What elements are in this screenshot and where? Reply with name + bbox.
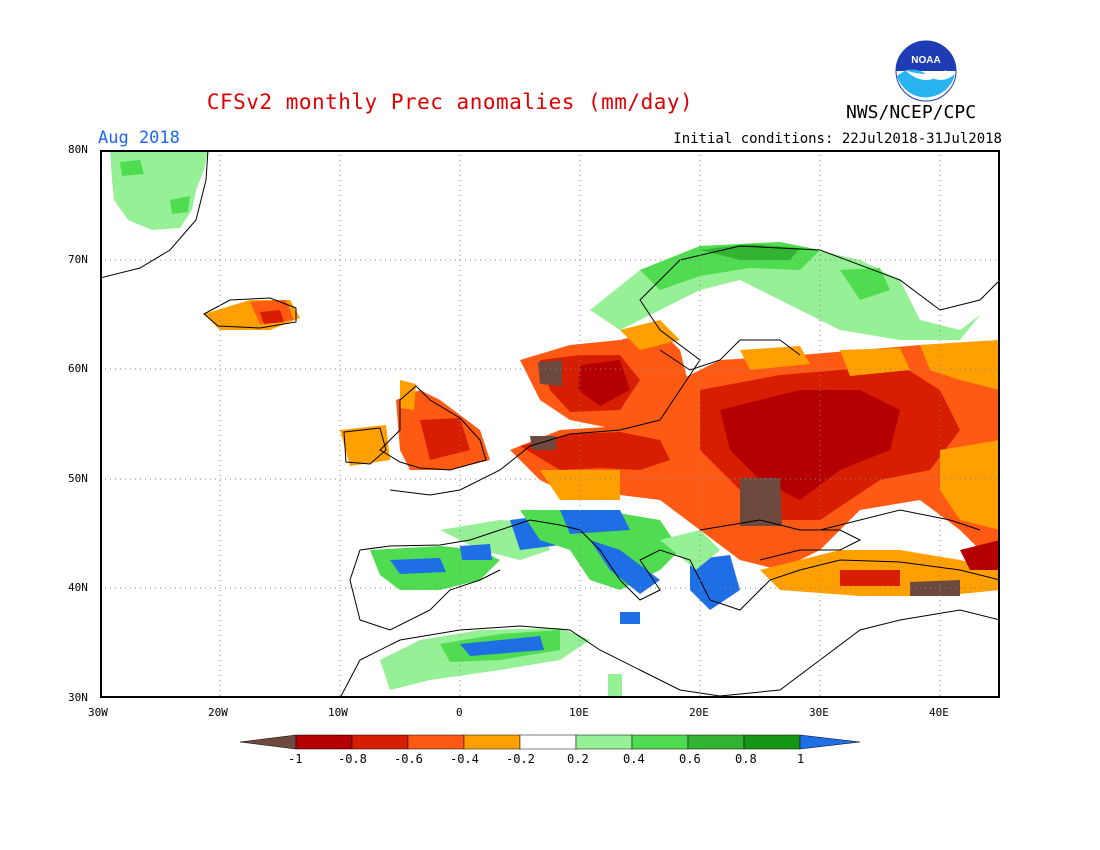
greenland-positive-area [110,152,208,230]
graticule [102,152,998,696]
colorbar-label: -0.6 [394,752,423,766]
lat-label-60n: 60N [68,362,88,375]
central-europe-negative-area [510,426,700,500]
turkey-negative-area [760,540,998,596]
colorbar-label: -0.4 [450,752,479,766]
iberia-positive-area [370,515,560,590]
colorbar-label: 0.8 [735,752,757,766]
lon-label-10w: 10W [328,706,348,719]
colorbar-label: 0.6 [679,752,701,766]
lon-label-0: 0 [456,706,463,719]
colorbar-label: 0.2 [567,752,589,766]
lon-label-20w: 20W [208,706,228,719]
colorbar-swatch-7 [631,734,689,750]
anomaly-map [102,152,998,696]
colorbar-swatch-9 [743,734,801,750]
lon-label-20e: 20E [689,706,709,719]
colorbar-swatch-3 [407,734,465,750]
initial-conditions: Initial conditions: 22Jul2018-31Jul2018 [673,131,1002,147]
lon-label-40e: 40E [929,706,949,719]
eastern-europe-negative-area [620,340,998,570]
lat-label-50n: 50N [68,472,88,485]
chart-title: CFSv2 monthly Prec anomalies (mm/day) [206,90,694,114]
colorbar-label: -0.8 [338,752,367,766]
organization-label: NWS/NCEP/CPC [846,102,977,123]
colorbar-swatch-2 [351,734,409,750]
lat-label-70n: 70N [68,253,88,266]
colorbar-swatch-gt-1 [799,734,861,750]
forecast-month: Aug 2018 [98,128,180,148]
north-africa-positive-area [380,628,622,696]
lat-label-30n: 30N [68,691,88,704]
noaa-logo: NOAA [895,40,957,102]
colorbar-swatch-8 [687,734,745,750]
lon-label-30w: 30W [88,706,108,719]
colorbar-swatch-lt-neg1 [239,734,297,750]
colorbar-label: -1 [288,752,303,766]
iceland-negative-area [204,300,300,330]
colorbar-swatch-1 [295,734,353,750]
british-isles-negative-area [340,380,490,470]
lon-label-10e: 10E [569,706,589,719]
lon-label-30e: 30E [809,706,829,719]
lat-label-80n: 80N [68,143,88,156]
colorbar-swatch-6 [575,734,633,750]
noaa-logo-text: NOAA [911,55,940,66]
colorbar-label: 0.4 [623,752,645,766]
lat-label-40n: 40N [68,581,88,594]
colorbar-label: -0.2 [506,752,535,766]
colorbar-swatch-4 [463,734,521,750]
colorbar-swatch-5 [519,734,577,750]
colorbar-label: 1 [797,752,805,766]
